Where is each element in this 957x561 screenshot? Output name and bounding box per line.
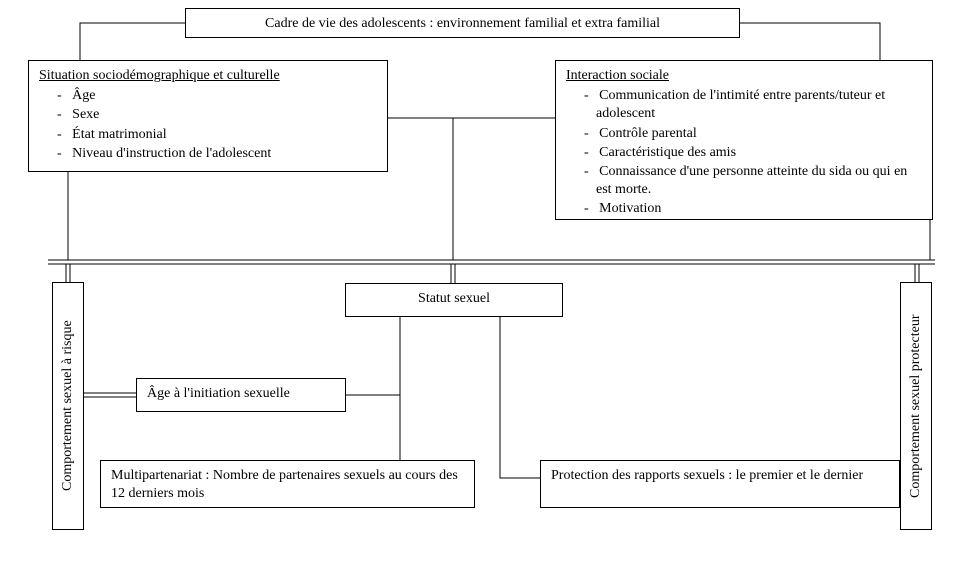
node-protecteur-text: Comportement sexuel protecteur	[908, 314, 924, 498]
node-protecteur: Comportement sexuel protecteur	[900, 282, 932, 530]
list-item: État matrimonial	[39, 126, 377, 144]
list-item: Communication de l'intimité entre parent…	[566, 87, 922, 123]
node-sociodemo: Situation sociodémographique et culturel…	[28, 60, 388, 172]
list-item: Sexe	[39, 106, 377, 124]
node-interaction-list: Communication de l'intimité entre parent…	[566, 87, 922, 218]
node-risque: Comportement sexuel à risque	[52, 282, 84, 530]
node-age-init: Âge à l'initiation sexuelle	[136, 378, 346, 412]
node-interaction: Interaction sociale Communication de l'i…	[555, 60, 933, 220]
node-risque-text: Comportement sexuel à risque	[60, 321, 76, 492]
node-interaction-title: Interaction sociale	[566, 68, 669, 83]
list-item: Contrôle parental	[566, 125, 922, 143]
list-item: Caractéristique des amis	[566, 144, 922, 162]
node-protection-text: Protection des rapports sexuels : le pre…	[551, 468, 863, 483]
node-multi: Multipartenariat : Nombre de partenaires…	[100, 460, 475, 508]
node-cadre-text: Cadre de vie des adolescents : environne…	[265, 16, 660, 31]
node-multi-text: Multipartenariat : Nombre de partenaires…	[111, 468, 458, 501]
node-statut: Statut sexuel	[345, 283, 563, 317]
list-item: Niveau d'instruction de l'adolescent	[39, 145, 377, 163]
node-sociodemo-title: Situation sociodémographique et culturel…	[39, 68, 280, 83]
list-item: Motivation	[566, 200, 922, 218]
list-item: Âge	[39, 87, 377, 105]
node-protection: Protection des rapports sexuels : le pre…	[540, 460, 900, 508]
node-age-init-text: Âge à l'initiation sexuelle	[147, 386, 290, 401]
node-statut-text: Statut sexuel	[418, 291, 490, 306]
list-item: Connaissance d'une personne atteinte du …	[566, 163, 922, 199]
node-sociodemo-list: Âge Sexe État matrimonial Niveau d'instr…	[39, 87, 377, 163]
node-cadre: Cadre de vie des adolescents : environne…	[185, 8, 740, 38]
